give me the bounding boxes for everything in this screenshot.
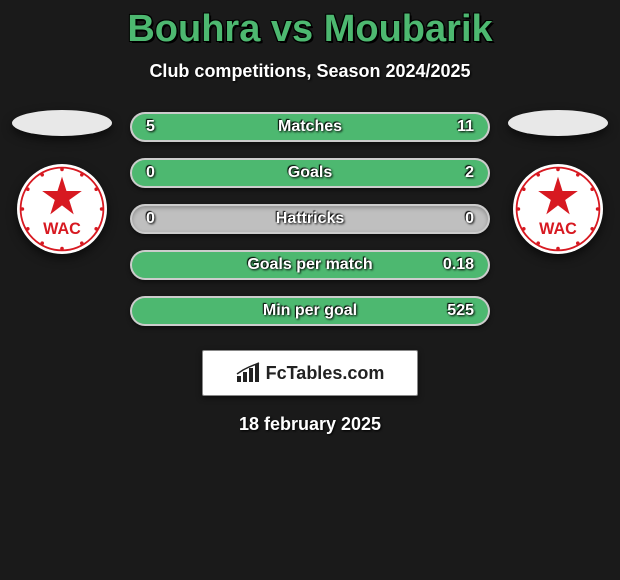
brand-text: FcTables.com: [266, 363, 385, 384]
stat-bar: 0 0 Hattricks: [130, 204, 490, 234]
wac-badge-icon: WAC: [17, 164, 107, 254]
compare-row: WAC: [0, 106, 620, 326]
svg-text:WAC: WAC: [539, 220, 577, 238]
stat-label: Goals: [288, 164, 332, 182]
club-right-badge: WAC: [513, 164, 603, 254]
stat-label: Matches: [278, 118, 342, 136]
club-left-badge: WAC: [17, 164, 107, 254]
stats-column: 5 11 Matches 0 2 Goals 0 0 Hattricks 0.18 Goals pe…: [130, 106, 490, 326]
brand-box[interactable]: FcTables.com: [202, 350, 418, 396]
subtitle: Club competitions, Season 2024/2025: [0, 61, 620, 82]
stat-value-left: 0: [146, 210, 155, 228]
stat-label: Goals per match: [247, 256, 372, 274]
stat-label: Min per goal: [263, 302, 357, 320]
stat-bar: 0.18 Goals per match: [130, 250, 490, 280]
stat-value-right: 2: [465, 164, 474, 182]
date-line: 18 february 2025: [0, 414, 620, 435]
player-right-col: WAC: [508, 106, 608, 254]
stat-value-left: 5: [146, 118, 155, 136]
stat-bar: 525 Min per goal: [130, 296, 490, 326]
page-title: Bouhra vs Moubarik: [0, 8, 620, 51]
player-right-photo: [508, 110, 608, 136]
stat-value-right: 11: [457, 118, 474, 136]
wac-badge-icon: WAC: [513, 164, 603, 254]
stat-value-left: 0: [146, 164, 155, 182]
stat-label: Hattricks: [276, 210, 344, 228]
stat-value-right: 0: [465, 210, 474, 228]
svg-text:WAC: WAC: [43, 220, 81, 238]
comparison-card: Bouhra vs Moubarik Club competitions, Se…: [0, 0, 620, 435]
player-left-col: WAC: [12, 106, 112, 254]
stat-bar: 0 2 Goals: [130, 158, 490, 188]
player-left-photo: [12, 110, 112, 136]
chart-bars-icon: [236, 362, 262, 384]
stat-bar: 5 11 Matches: [130, 112, 490, 142]
stat-value-right: 0.18: [443, 256, 474, 274]
stat-value-right: 525: [447, 302, 474, 320]
